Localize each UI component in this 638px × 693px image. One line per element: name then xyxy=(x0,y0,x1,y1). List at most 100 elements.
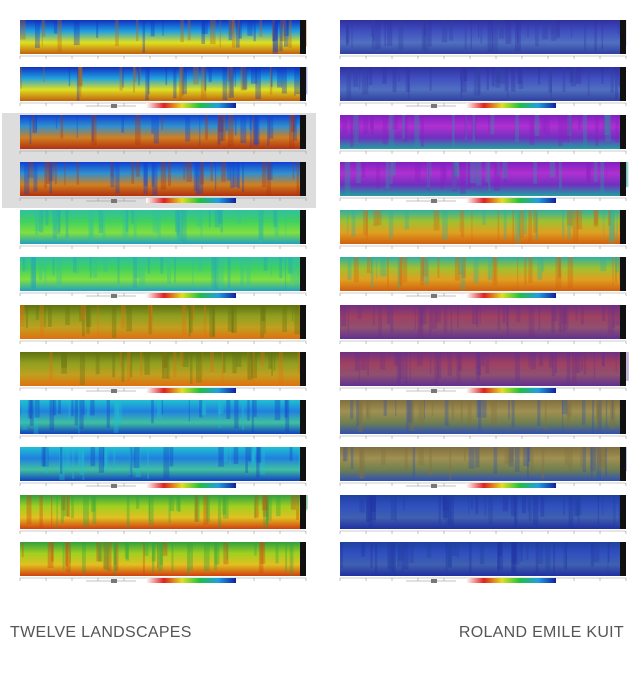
spectrogram-texture xyxy=(461,67,467,93)
spectrogram-texture xyxy=(550,67,552,101)
spectrogram-texture xyxy=(586,162,592,183)
spectrogram-texture xyxy=(60,115,64,139)
spectrogram-texture xyxy=(53,20,58,34)
spectrogram-texture xyxy=(106,400,110,429)
spectrogram-texture xyxy=(171,542,174,573)
spectrogram-texture xyxy=(284,400,288,418)
spectrogram xyxy=(340,542,626,576)
spectrogram-texture xyxy=(421,20,425,51)
spectrogram-texture xyxy=(376,162,380,189)
spectrogram-texture xyxy=(68,67,71,87)
spectrogram-texture xyxy=(580,305,584,325)
spectrogram-texture xyxy=(366,257,371,274)
spectrogram-texture xyxy=(591,447,593,480)
spectrogram-texture xyxy=(502,305,506,323)
spectrogram-texture xyxy=(403,115,408,142)
spectrogram-texture xyxy=(605,400,608,429)
spectrogram-texture xyxy=(71,400,74,417)
spectrogram-texture xyxy=(580,352,583,371)
spectrogram-texture xyxy=(397,542,402,567)
spectrogram-edge xyxy=(300,257,306,291)
spectrogram-texture xyxy=(143,162,148,194)
spectrogram-texture xyxy=(199,115,201,146)
spectrogram-texture xyxy=(468,542,472,575)
spectrogram-texture xyxy=(395,400,397,417)
spectrogram-texture xyxy=(478,352,481,376)
spectrogram-texture xyxy=(593,542,600,563)
spectrogram-texture xyxy=(498,20,505,39)
spectrogram-texture xyxy=(90,400,95,416)
spectrogram-texture xyxy=(529,115,535,145)
spectrogram-texture xyxy=(603,115,606,135)
spectrogram-texture xyxy=(290,115,296,133)
spectrogram-texture xyxy=(615,257,619,273)
spectrogram-texture xyxy=(221,162,227,182)
spectrogram-texture xyxy=(92,495,97,524)
spectrogram-texture xyxy=(47,542,54,569)
spectrogram-texture xyxy=(478,400,482,431)
spectrogram-texture xyxy=(297,352,301,374)
colorbar xyxy=(146,293,236,298)
spectrogram-texture xyxy=(554,305,558,322)
spectrogram-texture xyxy=(347,257,352,280)
spectrogram-texture xyxy=(351,20,353,48)
spectrogram-texture xyxy=(613,495,616,527)
spectrogram-texture xyxy=(214,542,220,565)
spectrogram-texture xyxy=(362,67,369,95)
spectrogram-texture xyxy=(189,352,193,384)
spectrogram xyxy=(340,115,626,149)
spectrogram-texture xyxy=(174,257,176,283)
spectrogram-texture xyxy=(124,542,129,559)
spectrogram-texture xyxy=(254,542,257,556)
spectrogram-texture xyxy=(545,542,551,576)
spectrogram-texture xyxy=(160,257,164,274)
spectrogram-texture xyxy=(77,67,83,87)
spectrogram-texture xyxy=(442,495,449,518)
spectrogram-texture xyxy=(268,352,273,369)
spectrogram-texture xyxy=(405,352,408,384)
spectrogram-texture xyxy=(495,67,501,88)
spectrogram-texture xyxy=(570,20,573,39)
spectrogram-texture xyxy=(273,20,278,41)
spectrogram-texture xyxy=(469,162,476,184)
spectrogram-texture xyxy=(353,115,360,143)
spectrogram-texture xyxy=(180,67,185,97)
spectrogram-texture xyxy=(228,20,233,41)
spectrogram-texture xyxy=(65,542,69,567)
spectrogram-texture xyxy=(278,352,284,384)
spectrogram-texture xyxy=(230,305,234,333)
spectrogram-texture xyxy=(423,20,427,52)
spectrogram xyxy=(20,305,306,339)
spectrogram-texture xyxy=(371,257,374,288)
spectrogram-texture xyxy=(420,257,425,282)
spectrogram-texture xyxy=(470,495,474,510)
spectrogram-texture xyxy=(565,542,568,570)
spectrogram xyxy=(340,257,626,291)
spectrogram-texture xyxy=(227,257,231,289)
spectrogram-texture xyxy=(583,352,587,375)
spectrogram-texture xyxy=(558,257,561,279)
spectrogram-texture xyxy=(363,210,368,236)
spectrogram-texture xyxy=(280,20,287,42)
spectrogram-texture xyxy=(615,352,617,372)
spectrogram-texture xyxy=(46,162,51,184)
spectrogram-texture xyxy=(490,400,497,426)
spectrogram-texture xyxy=(602,352,605,367)
spectrogram-texture xyxy=(537,257,543,280)
spectrogram-texture xyxy=(251,447,256,466)
spectrogram-edge xyxy=(620,67,626,101)
spectrogram-texture xyxy=(294,305,300,335)
spectrogram-texture xyxy=(541,115,546,133)
spectrogram-texture xyxy=(54,210,57,231)
spectrogram-texture xyxy=(509,447,514,462)
spectrogram-texture xyxy=(234,67,236,87)
spectrogram-texture xyxy=(573,495,580,517)
spectrogram-texture xyxy=(71,495,74,519)
spectrogram-texture xyxy=(272,20,278,54)
spectrogram-texture xyxy=(136,20,139,42)
spectrogram-texture xyxy=(270,257,273,277)
spectrogram-texture xyxy=(523,447,528,466)
spectrogram-texture xyxy=(161,115,164,130)
spectrogram-texture xyxy=(119,352,123,367)
spectrogram-texture xyxy=(608,542,610,563)
